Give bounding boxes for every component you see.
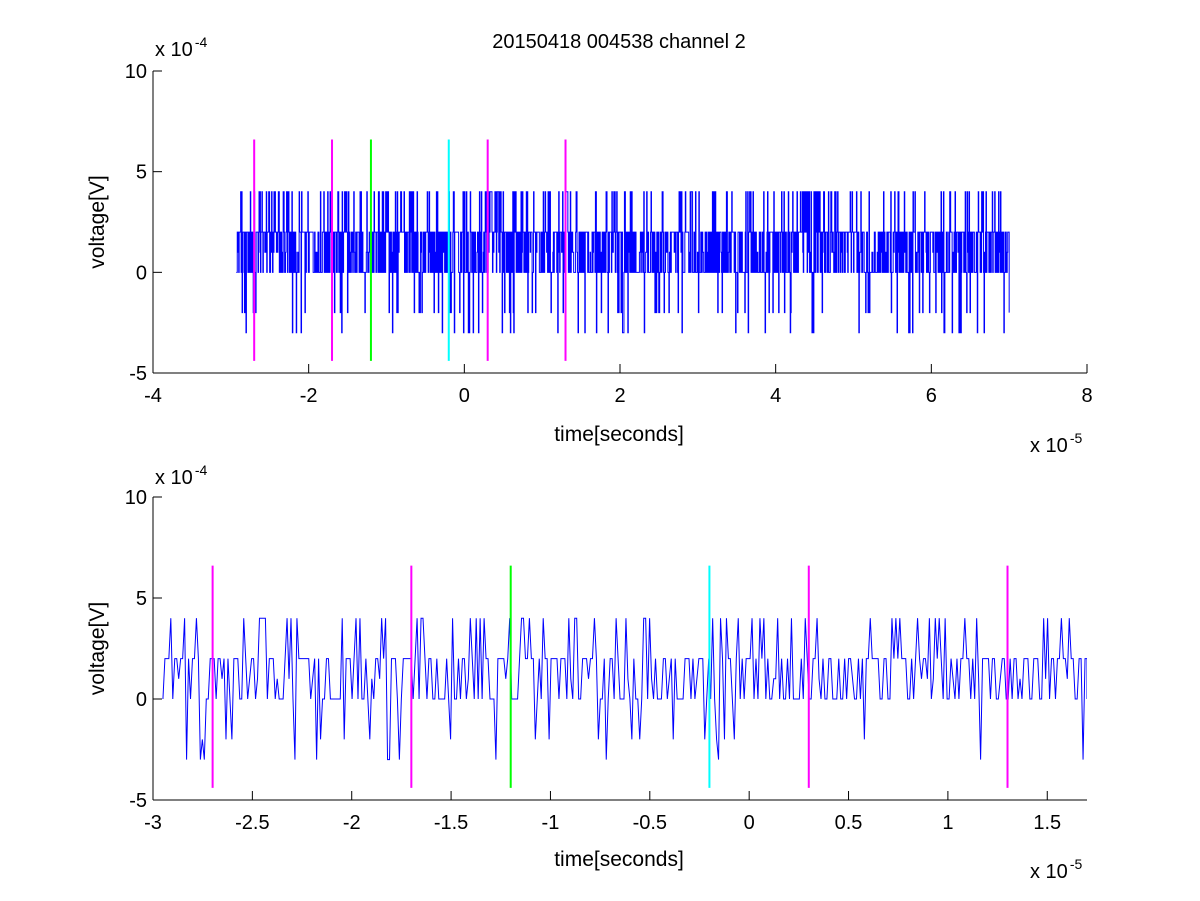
- x-multiplier: x 10: [1030, 861, 1068, 883]
- y-exponent-label: x 10 -4: [155, 462, 207, 489]
- y-tick-label: 0: [136, 262, 147, 284]
- y-tick-label: 10: [125, 61, 147, 83]
- y-exponent: -4: [195, 462, 208, 478]
- y-tick-label: 5: [136, 588, 147, 610]
- x-exponent: -5: [1070, 430, 1083, 446]
- x-tick-label: -2: [343, 812, 361, 834]
- x-tick-label: 2: [614, 385, 625, 407]
- x-tick-label: -2: [300, 385, 318, 407]
- voltage-trace: [236, 191, 1010, 334]
- x-tick-label: -2.5: [235, 812, 269, 834]
- figure-title: 20150418 004538 channel 2: [492, 31, 746, 53]
- x-tick-label: 6: [926, 385, 937, 407]
- x-tick-label: -3: [144, 812, 162, 834]
- y-multiplier: x 10: [155, 39, 193, 61]
- y-tick-label: 5: [136, 162, 147, 184]
- x-tick-label: 0: [744, 812, 755, 834]
- y-tick-label: 10: [125, 487, 147, 509]
- x-exponent-label: x 10 -5: [1030, 430, 1082, 457]
- x-exponent-label: x 10 -5: [1030, 856, 1082, 883]
- x-tick-label: 1.5: [1033, 812, 1061, 834]
- top-chart: -4 -2 0 2 4 6 8 -5 0 5 10 time[seconds] voltage[V] x …: [86, 34, 1093, 457]
- x-tick-label: -1.5: [434, 812, 468, 834]
- y-exponent: -4: [195, 34, 208, 50]
- y-exponent-label: x 10 -4: [155, 34, 207, 61]
- y-axis-label: voltage[V]: [86, 602, 109, 695]
- y-tick-label: 0: [136, 689, 147, 711]
- x-multiplier: x 10: [1030, 435, 1068, 457]
- voltage-trace: [162, 617, 1087, 761]
- x-tick-label: -1: [542, 812, 560, 834]
- x-tick-label: 0.5: [835, 812, 863, 834]
- x-axis-label: time[seconds]: [554, 423, 684, 446]
- x-tick-label: -0.5: [633, 812, 667, 834]
- y-axis-label: voltage[V]: [86, 175, 109, 268]
- y-tick-label: -5: [129, 363, 147, 385]
- y-tick-label: -5: [129, 790, 147, 812]
- x-tick-label: 4: [770, 385, 781, 407]
- x-tick-label: 8: [1081, 385, 1092, 407]
- x-tick-label: -4: [144, 385, 162, 407]
- bottom-chart: -3 -2.5 -2 -1.5 -1 -0.5 0 0.5 1 1.5 -5 0 5 10 time[sec…: [86, 462, 1087, 883]
- x-tick-label: 1: [942, 812, 953, 834]
- x-axis-label: time[seconds]: [554, 848, 684, 871]
- x-exponent: -5: [1070, 856, 1083, 872]
- x-tick-label: 0: [459, 385, 470, 407]
- y-multiplier: x 10: [155, 467, 193, 489]
